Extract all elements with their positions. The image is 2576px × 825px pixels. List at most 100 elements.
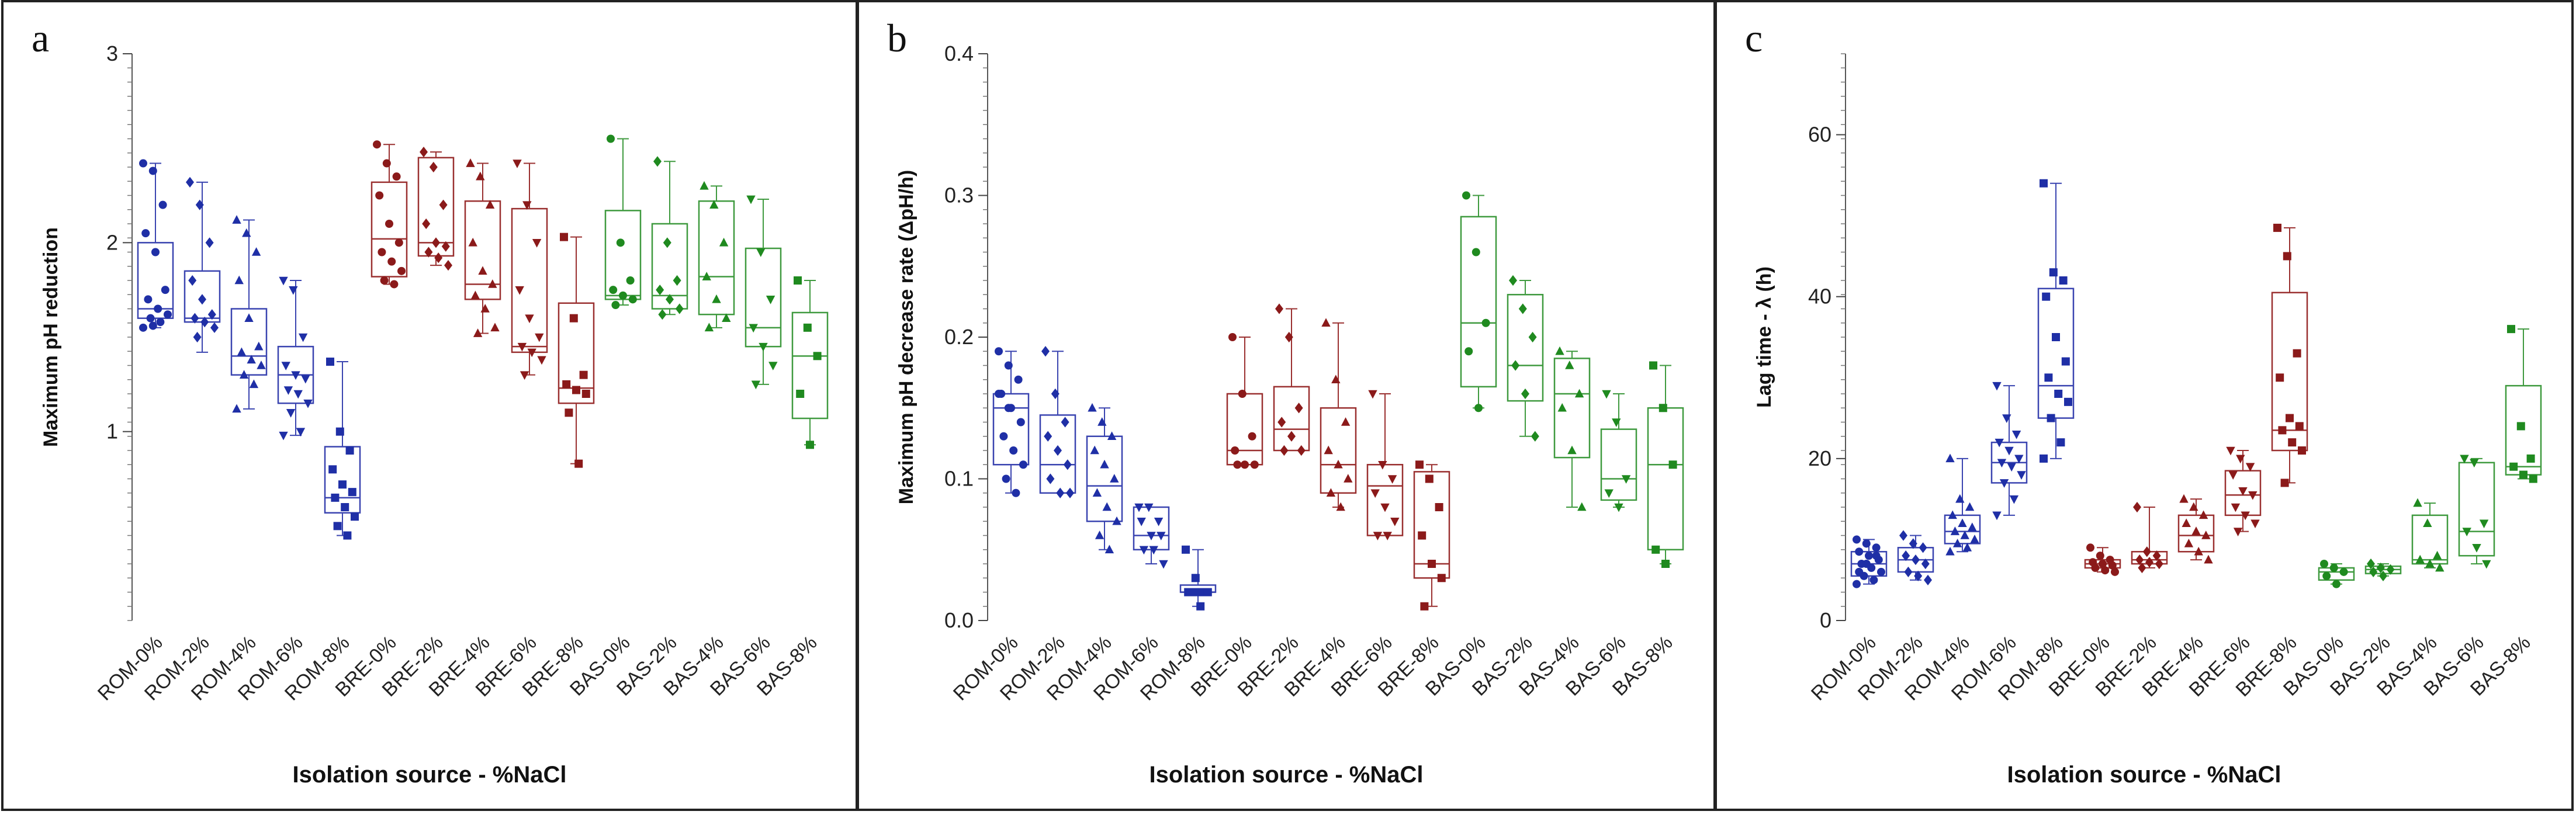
panel-b: b 0.0 0.1 0.2 0.3 0.4 Maximum pH decrease rat…: [857, 0, 1716, 811]
data-point: [2099, 560, 2107, 568]
x-axis-title-b: Isolation source - %NaCl: [1149, 762, 1424, 788]
data-point: [565, 408, 573, 417]
data-point: [656, 285, 664, 296]
data-point: [1134, 503, 1144, 512]
data-point: [1462, 191, 1470, 200]
data-point: [2096, 552, 2104, 560]
data-point: [794, 276, 802, 285]
data-point: [392, 172, 401, 181]
data-point: [444, 260, 452, 271]
data-point: [1992, 382, 2002, 391]
panel-letter-c: c: [1745, 16, 1763, 60]
data-point: [1577, 502, 1587, 511]
data-point: [1334, 459, 1343, 469]
data-point: [1097, 417, 1107, 426]
data-point: [626, 276, 635, 285]
box-iqr: [1647, 407, 1684, 550]
data-point: [666, 294, 674, 305]
data-point: [562, 380, 571, 389]
data-point: [673, 275, 681, 286]
box-iqr: [230, 308, 268, 376]
data-point: [1019, 460, 1027, 469]
data-point: [485, 200, 495, 209]
data-point: [466, 158, 475, 167]
data-point: [628, 295, 637, 304]
data-point: [2007, 463, 2016, 472]
y-tick-label: 0.3: [944, 183, 974, 207]
data-point: [719, 237, 729, 247]
data-point: [1380, 503, 1390, 512]
data-point: [2002, 414, 2011, 423]
data-point: [1297, 445, 1306, 456]
data-point: [1344, 474, 1353, 483]
data-point: [2155, 558, 2163, 570]
data-point: [1284, 331, 1293, 343]
data-point: [333, 522, 342, 531]
y-tick-label: 0.0: [944, 608, 974, 632]
data-point: [569, 314, 578, 323]
box-iqr: [1413, 471, 1450, 579]
data-point: [532, 239, 542, 248]
box-iqr: [1320, 407, 1357, 494]
data-point: [572, 386, 580, 394]
data-point: [1336, 502, 1345, 511]
box-iqr: [992, 393, 1030, 466]
data-point: [1191, 574, 1200, 583]
data-point: [749, 324, 758, 333]
data-point: [1046, 473, 1055, 484]
data-point: [2329, 563, 2338, 572]
box-iqr: [745, 247, 782, 348]
data-point: [210, 322, 219, 333]
y-axis-title: Maximum pH decrease rate (ΔpH/h): [895, 170, 917, 504]
data-point: [335, 427, 344, 436]
data-point: [1370, 489, 1380, 498]
data-point: [476, 171, 485, 181]
y-tick-label: 0.2: [944, 325, 974, 349]
data-point: [429, 161, 438, 173]
data-point: [1056, 487, 1065, 498]
data-point: [2194, 546, 2203, 556]
data-point: [1992, 511, 2002, 521]
data-point: [434, 252, 443, 264]
data-point: [2101, 566, 2110, 575]
data-point: [2056, 438, 2065, 447]
data-point: [806, 441, 814, 449]
data-point: [326, 358, 334, 366]
data-point: [2236, 455, 2245, 464]
data-point: [2011, 430, 2021, 439]
data-point: [375, 191, 384, 200]
data-point: [1437, 574, 1446, 583]
data-point: [1277, 417, 1286, 428]
y-tick-label: 2: [106, 230, 118, 254]
data-point: [144, 295, 153, 304]
y-tick-label: 0.4: [944, 41, 974, 65]
data-point: [2276, 373, 2284, 382]
box-iqr: [2271, 292, 2308, 452]
data-point: [1144, 503, 1154, 512]
data-point: [191, 313, 199, 324]
box-iqr: [137, 242, 174, 319]
box-iqr: [558, 302, 595, 404]
data-point: [1862, 539, 1871, 548]
data-point: [1092, 488, 1102, 497]
data-point: [611, 301, 620, 310]
data-point: [1464, 347, 1473, 356]
data-point: [515, 286, 524, 295]
data-point: [1952, 538, 1962, 547]
data-point: [1390, 517, 1400, 526]
data-point: [341, 503, 349, 511]
data-point: [702, 272, 711, 280]
data-point: [298, 333, 308, 342]
data-point: [1194, 588, 1202, 597]
data-point: [1855, 547, 1864, 556]
data-point: [1531, 431, 1539, 442]
data-point: [1110, 474, 1119, 483]
data-point: [1248, 432, 1256, 441]
data-point: [378, 248, 386, 256]
box-iqr: [371, 181, 408, 278]
data-point: [995, 347, 1003, 356]
data-point: [2509, 462, 2518, 471]
data-point: [490, 323, 500, 332]
data-point: [385, 220, 393, 228]
data-point: [148, 321, 157, 330]
